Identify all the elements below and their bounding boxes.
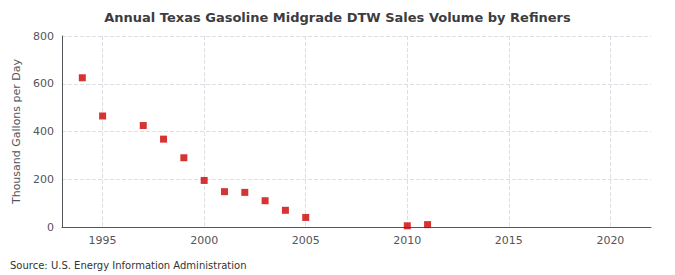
- svg-text:600: 600: [33, 77, 54, 90]
- svg-text:2005: 2005: [292, 234, 320, 247]
- svg-text:2010: 2010: [393, 234, 421, 247]
- svg-text:1995: 1995: [89, 234, 117, 247]
- svg-text:0: 0: [47, 221, 54, 234]
- svg-text:2020: 2020: [596, 234, 624, 247]
- svg-text:Annual Texas Gasoline Midgrade: Annual Texas Gasoline Midgrade DTW Sales…: [104, 10, 571, 25]
- svg-text:Thousand Gallons per Day: Thousand Gallons per Day: [10, 58, 23, 205]
- svg-text:Source: U.S. Energy Informatio: Source: U.S. Energy Information Administ…: [10, 260, 247, 271]
- svg-text:2015: 2015: [495, 234, 523, 247]
- svg-text:800: 800: [33, 30, 54, 43]
- svg-text:2000: 2000: [190, 234, 218, 247]
- svg-text:200: 200: [33, 173, 54, 186]
- svg-text:400: 400: [33, 125, 54, 138]
